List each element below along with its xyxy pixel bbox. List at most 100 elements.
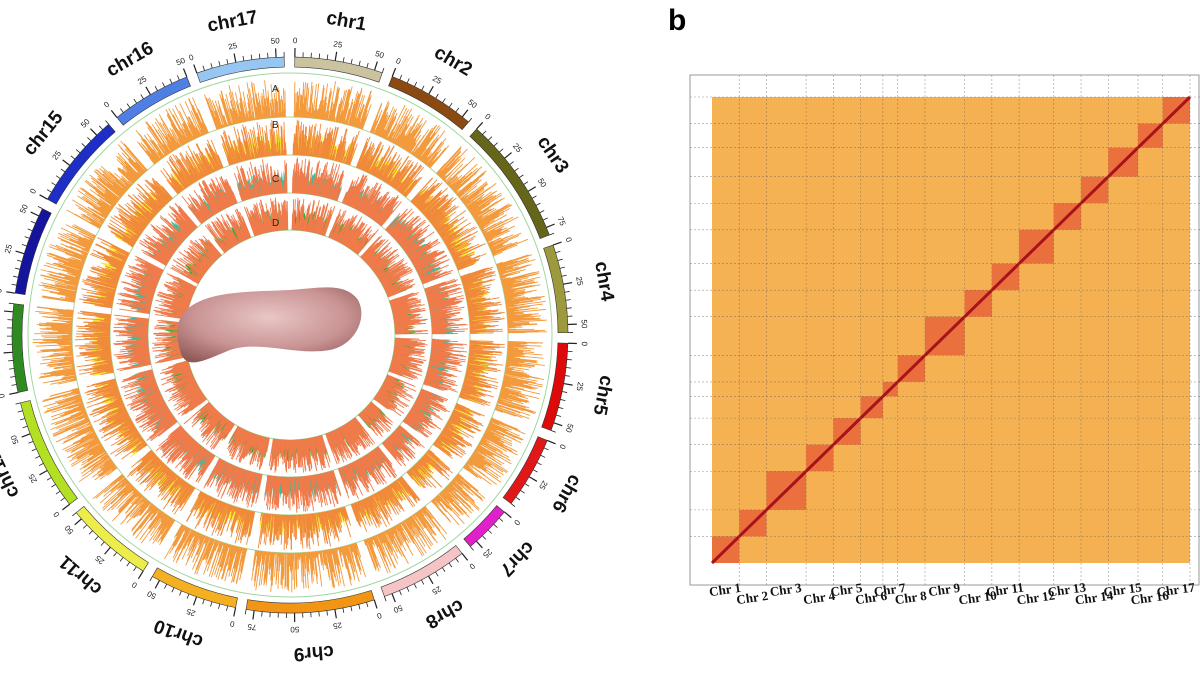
ideogram-tick	[133, 98, 137, 104]
circos-plot: 0 2550chr102550chr20255075chr302550chr402…	[0, 7, 618, 665]
ideogram-tick	[476, 121, 484, 130]
block-diagonal	[805, 443, 835, 473]
hic-axis-label: Chr 13	[1047, 579, 1088, 599]
track-bars	[164, 524, 248, 584]
ideogram-tick	[448, 562, 453, 568]
ideogram-tick	[171, 587, 175, 593]
ideogram-tick	[543, 447, 549, 451]
ideogram-tick	[535, 202, 541, 206]
chromosome-band	[75, 505, 149, 572]
ideogram-tick-label: 25	[227, 41, 238, 52]
ideogram-tick	[126, 103, 131, 108]
ideogram-tick	[488, 136, 493, 141]
track-bars	[292, 119, 360, 166]
ideogram-tick	[350, 606, 353, 612]
track-bars	[160, 139, 224, 195]
ideogram-tick	[441, 567, 446, 572]
ideogram-tick	[358, 60, 361, 66]
hic-axis-label: Chr 2	[735, 588, 769, 607]
track-bars	[251, 542, 366, 593]
ideogram-tick	[406, 587, 410, 592]
block-diagonal	[832, 417, 862, 446]
ideogram-tick	[226, 59, 229, 65]
ideogram-tick	[358, 604, 361, 610]
chromosome-label: chr1	[325, 8, 369, 36]
ideogram-tick	[218, 603, 221, 609]
track-bars	[220, 120, 287, 166]
ideogram-tick	[427, 575, 434, 585]
track-bars	[436, 146, 529, 258]
ideogram-tick	[552, 241, 562, 246]
ideogram-tick	[455, 107, 460, 113]
hic-axis-label: Chr 8	[894, 588, 928, 607]
block-diagonal	[1107, 146, 1140, 178]
ideogram-tick-label: 50	[392, 603, 404, 615]
ideogram-tick	[555, 250, 561, 254]
ideogram-tick	[252, 610, 255, 620]
ideogram-tick-label: 0	[102, 99, 112, 109]
chromosome-band	[469, 128, 550, 239]
ideogram-tick	[8, 302, 14, 305]
block-diagonal	[765, 470, 808, 511]
ideogram-tick	[519, 174, 524, 179]
ideogram-tick	[560, 399, 566, 401]
ideogram-tick-label: 0	[564, 236, 574, 244]
track-bars	[74, 310, 114, 376]
ideogram-tick	[470, 546, 474, 551]
ideogram-tick	[39, 194, 48, 200]
sea-cucumber-photo	[177, 287, 362, 363]
ideogram-tick-label: 25	[3, 243, 14, 255]
ideogram-tick-label: 25	[136, 74, 149, 87]
ideogram-tick	[94, 536, 99, 541]
block-diagonal	[896, 354, 927, 383]
contact-stripe	[1137, 97, 1163, 563]
ideogram-tick	[10, 376, 16, 378]
ideogram-tick	[6, 291, 16, 294]
ideogram-tick	[113, 552, 118, 557]
ideogram-tick	[186, 593, 190, 599]
ideogram-tick	[9, 391, 19, 395]
track-label: D	[272, 218, 279, 229]
ideogram-tick	[3, 310, 14, 313]
ideogram-tick	[564, 375, 571, 377]
chromosome-label: chr17	[206, 7, 260, 37]
hic-axis-label: Chr 10	[958, 587, 998, 607]
ideogram-tick	[74, 518, 82, 526]
hic-axis-label: Chr 4	[802, 588, 836, 607]
ideogram-tick	[60, 168, 66, 173]
ideogram-tick	[527, 186, 537, 192]
ideogram-tick	[326, 610, 328, 616]
ideogram-tick	[15, 402, 21, 405]
ideogram-tick-label: 50	[374, 49, 386, 60]
track-bars	[291, 197, 336, 237]
ideogram-tick	[510, 503, 516, 507]
track-bars	[264, 470, 342, 513]
ideogram-tick	[60, 497, 65, 502]
ideogram-tick-label: 50	[271, 36, 281, 45]
ideogram-tick	[30, 211, 40, 217]
chromosome-band	[502, 436, 548, 505]
ideogram-tick	[531, 195, 537, 199]
track-label: B	[272, 120, 279, 131]
ideogram-tick	[154, 86, 158, 91]
block-diagonal	[1018, 228, 1055, 265]
ideogram-tick	[493, 523, 498, 528]
ideogram-tick	[504, 511, 512, 519]
chromosome-band	[47, 123, 116, 205]
track-label: C	[272, 174, 279, 185]
ideogram-tick	[428, 86, 434, 95]
ideogram-tick	[374, 61, 378, 71]
chromosome-label: chr5	[589, 374, 617, 418]
contact-stripe	[1081, 97, 1109, 563]
track-bars	[337, 446, 398, 500]
ideogram-tick	[233, 53, 237, 63]
ideogram-tick	[62, 159, 71, 166]
ideogram-tick-label: 25	[333, 39, 344, 49]
block-diagonal	[963, 289, 993, 318]
ideogram-tick	[261, 611, 263, 617]
ideogram-tick	[9, 368, 15, 370]
contact-stripe	[833, 97, 861, 563]
ideogram-tick	[563, 382, 573, 386]
ideogram-tick	[55, 175, 61, 179]
